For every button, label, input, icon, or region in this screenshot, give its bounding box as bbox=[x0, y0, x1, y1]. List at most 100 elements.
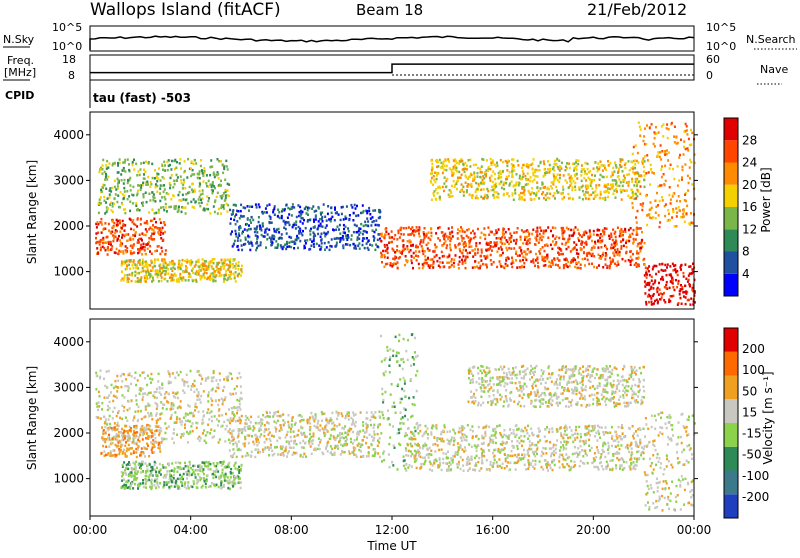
heatmap-cell bbox=[165, 262, 167, 265]
heatmap-cell bbox=[462, 163, 464, 166]
heatmap-cell bbox=[230, 273, 232, 276]
heatmap-cell bbox=[236, 399, 238, 402]
heatmap-cell bbox=[180, 481, 182, 484]
heatmap-cell bbox=[503, 267, 505, 270]
heatmap-cell bbox=[635, 197, 637, 200]
heatmap-cell bbox=[561, 229, 563, 232]
heatmap-cell bbox=[132, 161, 134, 164]
heatmap-cell bbox=[535, 194, 537, 197]
heatmap-cell bbox=[183, 384, 185, 387]
heatmap-cell bbox=[583, 252, 585, 255]
heatmap-cell bbox=[689, 177, 691, 180]
heatmap-cell bbox=[131, 375, 133, 378]
freq-tick-top: 18 bbox=[62, 53, 76, 66]
heatmap-cell bbox=[161, 387, 163, 390]
heatmap-cell bbox=[660, 168, 662, 171]
heatmap-cell bbox=[164, 273, 166, 276]
heatmap-cell bbox=[662, 199, 664, 202]
heatmap-cell bbox=[302, 230, 304, 233]
heatmap-cell bbox=[668, 301, 670, 304]
heatmap-cell bbox=[524, 251, 526, 254]
heatmap-cell bbox=[121, 434, 123, 437]
heatmap-cell bbox=[120, 243, 122, 246]
heatmap-cell bbox=[672, 195, 674, 198]
heatmap-cell bbox=[435, 246, 437, 249]
heatmap-cell bbox=[228, 466, 230, 469]
heatmap-cell bbox=[519, 260, 521, 263]
heatmap-cell bbox=[418, 250, 420, 253]
heatmap-cell bbox=[484, 181, 486, 184]
heatmap-cell bbox=[114, 407, 116, 410]
heatmap-cell bbox=[129, 407, 131, 410]
heatmap-cell bbox=[97, 416, 99, 419]
heatmap-cell bbox=[113, 395, 115, 398]
heatmap-cell bbox=[154, 226, 156, 229]
heatmap-cell bbox=[156, 273, 158, 276]
heatmap-cell bbox=[669, 186, 671, 189]
heatmap-cell bbox=[519, 182, 521, 185]
heatmap-cell bbox=[121, 405, 123, 408]
heatmap-cell bbox=[480, 182, 482, 185]
heatmap-cell bbox=[640, 242, 642, 245]
heatmap-cell bbox=[125, 251, 127, 254]
heatmap-cell bbox=[209, 275, 211, 278]
heatmap-cell bbox=[508, 247, 510, 250]
heatmap-cell bbox=[416, 259, 418, 262]
heatmap-cell bbox=[235, 213, 237, 216]
heatmap-cell bbox=[459, 230, 461, 233]
heatmap-cell bbox=[642, 157, 644, 160]
heatmap-cell bbox=[538, 190, 540, 193]
heatmap-cell bbox=[316, 243, 318, 246]
heatmap-cell bbox=[590, 182, 592, 185]
heatmap-cell bbox=[675, 279, 677, 282]
heatmap-cell bbox=[345, 235, 347, 238]
heatmap-cell bbox=[122, 161, 124, 164]
heatmap-cell bbox=[624, 190, 626, 193]
heatmap-cell bbox=[380, 240, 382, 243]
heatmap-cell bbox=[498, 228, 500, 231]
heatmap-cell bbox=[122, 234, 124, 237]
heatmap-cell bbox=[269, 203, 271, 206]
heatmap-cell bbox=[137, 410, 139, 413]
heatmap-cell bbox=[199, 269, 201, 272]
heatmap-cell bbox=[490, 259, 492, 262]
heatmap-cell bbox=[287, 217, 289, 220]
heatmap-cell bbox=[134, 471, 136, 474]
heatmap-cell bbox=[225, 189, 227, 192]
heatmap-cell bbox=[349, 244, 351, 247]
heatmap-cell bbox=[278, 211, 280, 214]
heatmap-cell bbox=[430, 235, 432, 238]
heatmap-cell bbox=[233, 407, 235, 410]
heatmap-cell bbox=[122, 394, 124, 397]
heatmap-cell bbox=[651, 123, 653, 126]
heatmap-cell bbox=[179, 191, 181, 194]
heatmap-cell bbox=[112, 411, 114, 414]
heatmap-cell bbox=[166, 210, 168, 213]
heatmap-cell bbox=[460, 226, 462, 229]
heatmap-cell bbox=[128, 444, 130, 447]
heatmap-cell bbox=[664, 154, 666, 157]
heatmap-cell bbox=[362, 244, 364, 247]
heatmap-cell bbox=[403, 244, 405, 247]
heatmap-cell bbox=[424, 250, 426, 253]
heatmap-cell bbox=[199, 170, 201, 173]
heatmap-cell bbox=[209, 166, 211, 169]
heatmap-cell bbox=[422, 253, 424, 256]
heatmap-cell bbox=[408, 251, 410, 254]
heatmap-cell bbox=[212, 272, 214, 275]
heatmap-cell bbox=[623, 245, 625, 248]
heatmap-cell bbox=[306, 239, 308, 242]
heatmap-cell bbox=[605, 255, 607, 257]
heatmap-cell bbox=[179, 468, 181, 471]
heatmap-cell bbox=[218, 420, 220, 423]
heatmap-cell bbox=[363, 237, 365, 240]
heatmap-cell bbox=[120, 173, 122, 176]
heatmap-cell bbox=[159, 200, 161, 203]
heatmap-cell bbox=[492, 194, 494, 197]
heatmap-cell bbox=[636, 234, 638, 237]
heatmap-cell bbox=[162, 403, 164, 406]
heatmap-cell bbox=[142, 460, 144, 463]
heatmap-cell bbox=[117, 238, 119, 241]
heatmap-cell bbox=[222, 389, 224, 392]
heatmap-cell bbox=[407, 240, 409, 243]
